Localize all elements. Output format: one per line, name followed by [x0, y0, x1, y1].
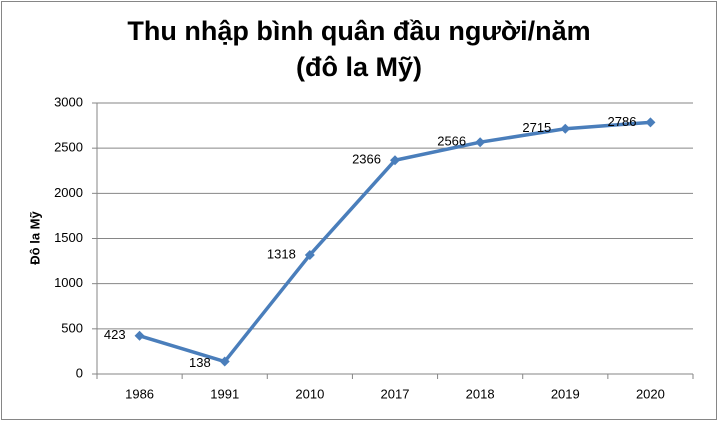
data-label: 2786 — [608, 114, 637, 129]
y-tick-label: 500 — [61, 320, 83, 335]
y-tick-label: 1500 — [54, 230, 83, 245]
marker — [304, 249, 315, 260]
data-label: 138 — [189, 355, 211, 370]
marker — [134, 330, 145, 341]
marker — [645, 117, 656, 128]
y-tick-label: 3000 — [54, 94, 83, 109]
x-tick-label: 2010 — [295, 386, 324, 401]
x-tick-label: 2018 — [466, 386, 495, 401]
data-label: 2715 — [522, 120, 551, 135]
marker — [219, 356, 230, 367]
y-tick-label: 0 — [76, 365, 83, 380]
data-label: 1318 — [267, 246, 296, 261]
y-tick-label: 2000 — [54, 185, 83, 200]
x-tick-label: 1991 — [210, 386, 239, 401]
y-axis-label: Đô la Mỹ — [27, 211, 42, 265]
marker — [475, 137, 486, 148]
chart-title: (đô la Mỹ) — [296, 52, 422, 82]
data-label: 2566 — [437, 134, 466, 149]
x-tick-label: 2019 — [551, 386, 580, 401]
chart-title: Thu nhập bình quân đầu người/năm — [127, 16, 590, 46]
x-tick-label: 2020 — [636, 386, 665, 401]
y-tick-label: 1000 — [54, 275, 83, 290]
x-tick-label: 1986 — [125, 386, 154, 401]
y-tick-label: 2500 — [54, 140, 83, 155]
data-label: 423 — [104, 327, 126, 342]
data-label: 2366 — [352, 152, 381, 167]
x-tick-label: 2017 — [381, 386, 410, 401]
marker — [390, 155, 400, 166]
marker — [560, 123, 571, 134]
